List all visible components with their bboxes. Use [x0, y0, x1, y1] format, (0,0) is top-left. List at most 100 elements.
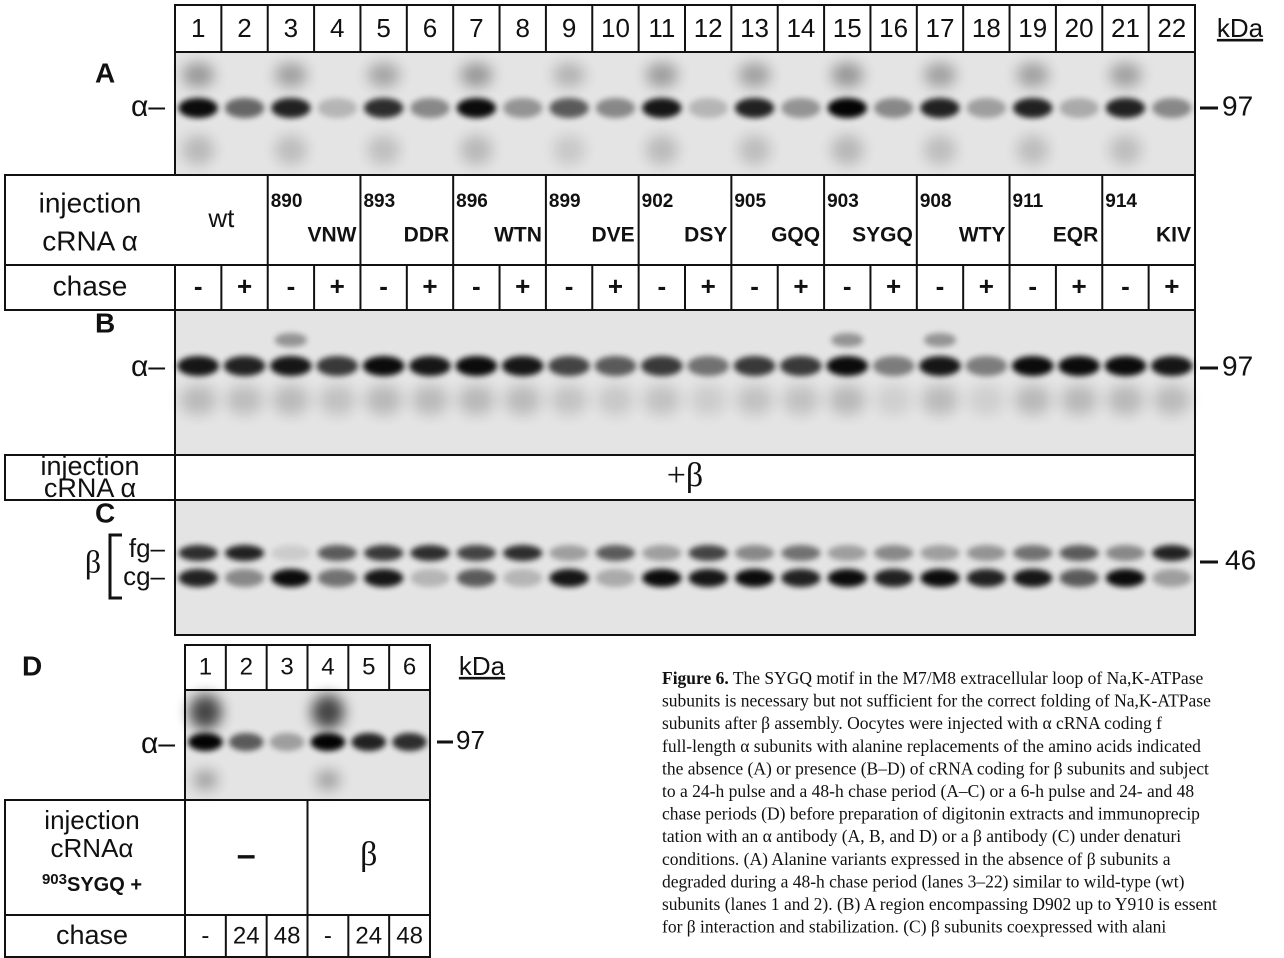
- lane-number: 4: [321, 653, 334, 680]
- band: [225, 98, 264, 118]
- band: [1061, 385, 1098, 415]
- band: [182, 135, 214, 165]
- mutant-number: 911: [1013, 191, 1044, 212]
- mutant-name: DSY: [684, 224, 727, 247]
- band: [363, 356, 405, 376]
- band: [828, 545, 867, 561]
- band: [1106, 98, 1145, 118]
- band: [1152, 569, 1191, 587]
- mutant-number: 893: [363, 191, 395, 212]
- mutant-name: WTY: [959, 224, 1006, 247]
- chase-value: -: [843, 271, 852, 301]
- band: [643, 385, 680, 415]
- chase-value: +: [330, 271, 345, 301]
- band: [831, 333, 863, 347]
- caption-text: full-length α subunits with alanine repl…: [662, 736, 1201, 756]
- band: [781, 569, 820, 587]
- lane-number: 15: [833, 13, 862, 43]
- band: [1059, 545, 1098, 561]
- band: [1012, 356, 1054, 376]
- caption-text: to a 24-h pulse and a 48-h chase period …: [662, 781, 1194, 801]
- panel-label: D: [22, 650, 42, 681]
- lane-number: 18: [972, 13, 1001, 43]
- band: [275, 63, 307, 88]
- row-label: cRNA α: [44, 473, 136, 503]
- lane-number: 4: [330, 13, 344, 43]
- figure: 12345678910111213141516171819202122kDaAα…: [0, 0, 1284, 958]
- band: [1017, 135, 1049, 165]
- chase-value: +: [237, 271, 252, 301]
- band: [596, 569, 635, 587]
- band: [1106, 545, 1145, 561]
- row-label: cRNAα: [51, 833, 134, 863]
- injection-row: [5, 175, 1195, 265]
- lane-number: 12: [694, 13, 723, 43]
- band: [1151, 356, 1193, 376]
- band: [311, 733, 346, 751]
- lane-number: 14: [786, 13, 815, 43]
- injection-row: [5, 455, 1195, 500]
- chase-value: 48: [396, 922, 423, 949]
- band: [456, 356, 498, 376]
- mutant-name: KIV: [1156, 224, 1191, 247]
- lane-number: 16: [879, 13, 908, 43]
- band-label: α–: [141, 727, 175, 760]
- band: [1013, 98, 1052, 118]
- mutant-name: EQR: [1053, 224, 1099, 247]
- band: [503, 569, 542, 587]
- band: [642, 545, 681, 561]
- blot-b: [175, 310, 1195, 455]
- mutant-number: 890: [271, 191, 303, 212]
- band: [1106, 569, 1145, 587]
- band: [735, 569, 774, 587]
- band: [736, 385, 773, 415]
- band: [410, 569, 449, 587]
- band: [919, 356, 961, 376]
- band: [312, 695, 345, 730]
- chase-value: -: [194, 271, 203, 301]
- chase-value: +: [515, 271, 530, 301]
- caption-text: tation with an α antibody (A, B, and D) …: [662, 826, 1181, 846]
- mutant-name: DDR: [404, 224, 450, 247]
- band: [457, 569, 496, 587]
- band: [460, 135, 492, 165]
- band: [920, 545, 959, 561]
- lane-number: 13: [740, 13, 769, 43]
- lane-number: 5: [376, 13, 390, 43]
- caption-line: to a 24-h pulse and a 48-h chase period …: [662, 781, 1194, 801]
- band: [1017, 63, 1049, 88]
- marker-label: 97: [1222, 90, 1253, 121]
- chase-value: -: [1121, 271, 1130, 301]
- band: [364, 98, 403, 118]
- chase-value: 48: [274, 922, 301, 949]
- lane-number: 7: [469, 13, 483, 43]
- band: [924, 135, 956, 165]
- band: [873, 356, 915, 376]
- band: [781, 98, 820, 118]
- band: [738, 63, 770, 88]
- caption-line: subunits after β assembly. Oocytes were …: [662, 713, 1162, 733]
- panel-label: B: [95, 307, 115, 338]
- lane-number: 22: [1157, 13, 1186, 43]
- chase-value: +: [701, 271, 716, 301]
- mutant-name: VNW: [307, 224, 356, 247]
- band: [688, 98, 727, 118]
- band: [549, 98, 588, 118]
- caption-text: conditions. (A) Alanine variants express…: [662, 849, 1171, 869]
- chase-value: +: [1164, 271, 1179, 301]
- band: [229, 733, 264, 751]
- band: [921, 385, 958, 415]
- band: [226, 385, 263, 415]
- band: [828, 98, 867, 118]
- caption-line: Figure 6. The SYGQ motif in the M7/M8 ex…: [662, 668, 1204, 688]
- lane-number: 3: [284, 13, 298, 43]
- lane-number: 19: [1018, 13, 1047, 43]
- band: [1109, 63, 1141, 88]
- mutant-name: GQQ: [771, 224, 820, 247]
- band: [551, 385, 588, 415]
- band: [874, 545, 913, 561]
- band: [392, 733, 427, 751]
- band: [595, 356, 637, 376]
- band: [646, 63, 678, 88]
- band: [225, 545, 264, 561]
